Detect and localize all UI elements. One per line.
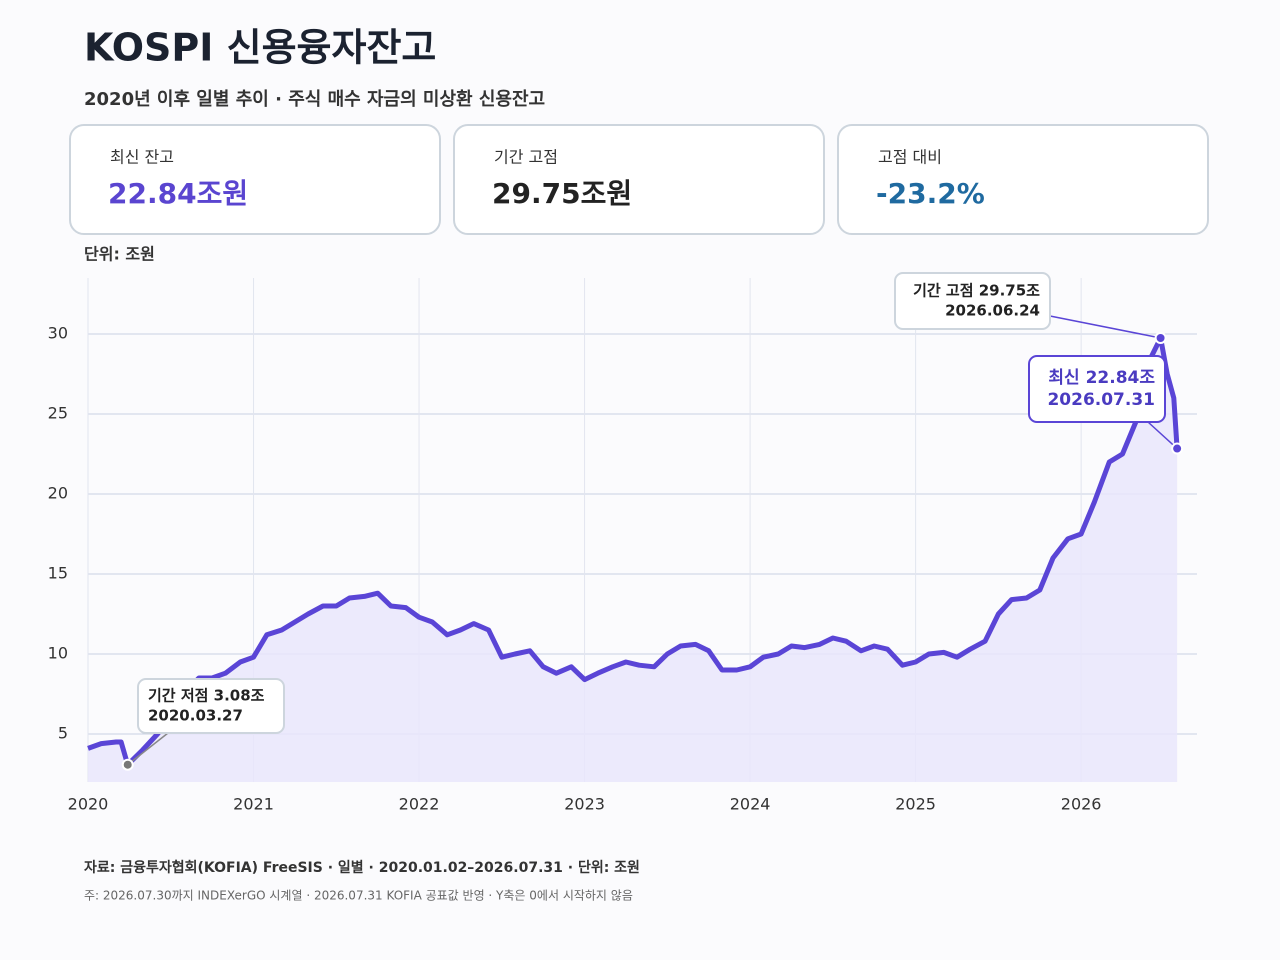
- annotation-marker: [1171, 442, 1184, 455]
- y-tick-label: 20: [48, 484, 68, 503]
- card-value: -23.2%: [876, 177, 985, 210]
- y-tick-label: 5: [58, 724, 68, 743]
- card: 고점 대비 -23.2%: [837, 124, 1209, 235]
- x-tick-label: 2022: [399, 795, 440, 814]
- card-value: 29.75조원: [492, 177, 632, 210]
- subtitle: 2020년 이후 일별 추이 · 주식 매수 자금의 미상환 신용잔고: [84, 88, 545, 110]
- note: 주: 2026.07.30까지 INDEXerGO 시계열 · 2026.07.…: [84, 889, 633, 903]
- annotation-text: 2020.03.27: [148, 707, 243, 725]
- unit-label: 단위: 조원: [84, 245, 155, 264]
- annotation-box: [1028, 355, 1166, 423]
- title: KOSPI 신용융자잔고: [84, 26, 436, 70]
- x-tick-label: 2023: [564, 795, 605, 814]
- card: 기간 고점 29.75조원: [453, 124, 825, 235]
- annotation-box: [137, 678, 285, 734]
- card-label: 기간 고점: [494, 148, 558, 167]
- line: [87, 335, 1180, 768]
- card-value: 22.84조원: [108, 177, 248, 210]
- annotation-text: 기간 저점 3.08조: [148, 687, 265, 705]
- leader-line: [127, 732, 169, 766]
- annotation-box: [894, 272, 1051, 330]
- card-label: 고점 대비: [878, 148, 942, 167]
- x-tick-label: 2024: [730, 795, 771, 814]
- x-tick-label: 2025: [895, 795, 936, 814]
- annotation-text: 2026.06.24: [945, 302, 1040, 320]
- leader-line: [1147, 421, 1178, 450]
- annotation-text: 2026.07.31: [1047, 390, 1155, 410]
- leader-line: [1049, 315, 1161, 339]
- card-box: [69, 124, 441, 235]
- y-tick-label: 25: [48, 404, 68, 423]
- card: 최신 잔고 22.84조원: [69, 124, 441, 235]
- y-tick-label: 10: [48, 644, 68, 663]
- card-box: [453, 124, 825, 235]
- x-tick-label: 2026: [1061, 795, 1102, 814]
- annotation-marker: [121, 758, 134, 771]
- x-tick-label: 2020: [68, 795, 109, 814]
- area: [88, 338, 1178, 782]
- source: 자료: 금융투자협회(KOFIA) FreeSIS · 일별 · 2020.01…: [84, 859, 640, 876]
- y-tick-label: 15: [48, 564, 68, 583]
- annotation-text: 기간 고점 29.75조: [913, 282, 1040, 300]
- card-box: [837, 124, 1209, 235]
- annotation-text: 최신 22.84조: [1048, 368, 1155, 388]
- card-label: 최신 잔고: [110, 148, 174, 167]
- y-tick-label: 30: [48, 324, 68, 343]
- annotation-marker: [1154, 332, 1167, 344]
- x-tick-label: 2021: [233, 795, 274, 814]
